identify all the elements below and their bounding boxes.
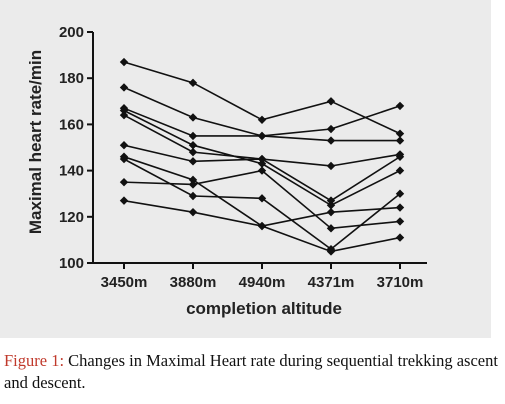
data-point (257, 154, 267, 164)
data-point (326, 136, 336, 145)
data-point (326, 207, 336, 217)
x-tick-label: 3710m (377, 274, 424, 291)
data-point (395, 101, 405, 111)
data-point (257, 194, 267, 203)
data-point (395, 233, 405, 242)
data-point (326, 201, 336, 210)
x-tick-label: 4371m (308, 274, 355, 291)
series-1 (119, 57, 405, 138)
data-point (188, 180, 198, 189)
data-point (119, 154, 129, 164)
data-point (119, 177, 129, 187)
y-tick-label: 160 (59, 116, 84, 133)
data-point (395, 150, 405, 159)
data-point (188, 113, 198, 122)
data-point (188, 147, 198, 157)
data-point (326, 161, 336, 171)
y-tick-label: 200 (59, 24, 84, 41)
series-9 (119, 166, 405, 233)
data-point (395, 203, 405, 212)
data-point (257, 166, 267, 175)
x-tick-label: 4940m (239, 274, 286, 291)
caption-text: Changes in Maximal Heart rate during seq… (4, 351, 498, 392)
data-point (395, 189, 405, 198)
y-tick-label: 140 (59, 163, 84, 180)
series-layer (119, 57, 405, 256)
data-point (395, 166, 405, 175)
y-axis-title: Maximal heart rate/min (26, 50, 45, 234)
data-point (326, 97, 336, 106)
data-point (326, 244, 336, 254)
data-point (257, 159, 267, 168)
data-point (119, 57, 129, 67)
x-axis: 3450m 3880m 4940m 4371m 3710m (93, 262, 427, 291)
y-tick-label: 120 (59, 209, 84, 226)
data-point (188, 191, 198, 201)
caption-label: Figure 1: (4, 351, 65, 370)
data-point (326, 196, 336, 205)
series-6 (119, 140, 405, 171)
data-point (257, 221, 267, 231)
data-point (119, 140, 129, 150)
data-point (188, 140, 198, 150)
data-point (326, 224, 336, 233)
series-3 (119, 101, 405, 141)
figure-caption: Figure 1: Changes in Maximal Heart rate … (4, 350, 504, 394)
data-point (188, 207, 198, 217)
x-tick-label: 3450m (101, 274, 148, 291)
data-point (395, 136, 405, 145)
y-tick-label: 180 (59, 70, 84, 87)
data-point (119, 106, 129, 115)
data-point (257, 131, 267, 141)
data-point (395, 129, 405, 138)
data-point (188, 157, 198, 166)
data-point (188, 175, 198, 185)
data-point (119, 196, 129, 205)
data-point (119, 83, 129, 92)
data-point (257, 115, 267, 124)
y-tick-label: 100 (59, 255, 84, 272)
series-10 (119, 196, 405, 231)
y-axis: 100 120 140 160 180 200 (59, 24, 94, 272)
data-point (188, 131, 198, 141)
data-point (326, 124, 336, 134)
x-tick-label: 3880m (170, 274, 217, 291)
data-point (188, 78, 198, 88)
figure-panel (0, 0, 491, 338)
series-4 (119, 106, 405, 210)
x-axis-title: completion altitude (186, 299, 342, 318)
data-point (395, 217, 405, 226)
data-point (119, 110, 129, 120)
